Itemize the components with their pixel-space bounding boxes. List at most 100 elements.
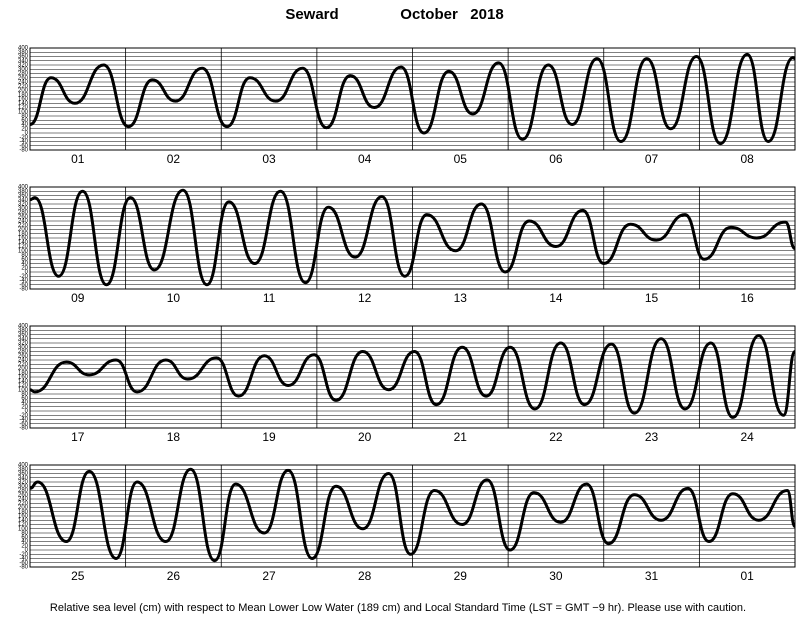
day-label: 06	[549, 152, 563, 166]
y-tick-label: -80	[19, 148, 28, 154]
day-label: 21	[454, 430, 468, 444]
y-tick-label: 220	[18, 362, 29, 368]
y-tick-label: 120	[18, 244, 29, 250]
y-tick-label: 300	[18, 484, 29, 490]
y-tick-label: 100	[18, 109, 29, 115]
day-label: 23	[645, 430, 659, 444]
day-label: 31	[645, 569, 659, 583]
plot-frame	[29, 325, 796, 429]
y-tick-label: 140	[18, 518, 29, 524]
day-label: 14	[549, 291, 563, 305]
y-tick-label: 240	[18, 219, 29, 225]
y-tick-label: 400	[18, 185, 29, 191]
y-tick-label: 140	[18, 240, 29, 246]
y-tick-label: -80	[19, 565, 28, 571]
day-label: 16	[741, 291, 755, 305]
y-tick-label: 20	[21, 265, 28, 271]
day-label: 01	[741, 569, 755, 583]
day-label: 29	[454, 569, 468, 583]
day-label: 10	[167, 291, 181, 305]
y-tick-label: 40	[21, 122, 28, 128]
day-label: 15	[645, 291, 659, 305]
y-tick-label: -80	[19, 287, 28, 293]
y-tick-label: 300	[18, 345, 29, 351]
y-tick-label: 260	[18, 492, 29, 498]
y-tick-label: 380	[18, 328, 29, 334]
y-tick-label: 120	[18, 105, 29, 111]
y-tick-label: 40	[21, 261, 28, 267]
y-tick-label: 320	[18, 202, 29, 208]
day-label: 19	[262, 430, 276, 444]
day-label: 04	[358, 152, 372, 166]
y-tick-label: 100	[18, 526, 29, 532]
y-tick-label: 100	[18, 387, 29, 393]
y-tick-label: 380	[18, 50, 29, 56]
day-label: 17	[71, 430, 85, 444]
y-tick-label: -20	[19, 274, 28, 280]
plot-frame	[29, 464, 796, 568]
y-tick-label: 200	[18, 88, 29, 94]
footer-note: Relative sea level (cm) with respect to …	[50, 602, 746, 614]
y-tick-label: 160	[18, 375, 29, 381]
y-tick-label: 20	[21, 543, 28, 549]
y-tick-label: 180	[18, 509, 29, 515]
day-label: 18	[167, 430, 181, 444]
y-tick-label: 60	[21, 535, 28, 541]
y-tick-label: 160	[18, 97, 29, 103]
y-tick-label: 360	[18, 332, 29, 338]
y-tick-label: -40	[19, 139, 28, 145]
y-tick-label: -40	[19, 417, 28, 423]
day-label: 30	[549, 569, 563, 583]
y-tick-label: 0	[25, 131, 29, 137]
day-label: 07	[645, 152, 659, 166]
y-tick-label: 340	[18, 475, 29, 481]
y-tick-label: -40	[19, 556, 28, 562]
y-tick-label: 20	[21, 126, 28, 132]
y-tick-label: 340	[18, 197, 29, 203]
tide-line	[29, 52, 796, 146]
y-tick-label: 400	[18, 46, 29, 52]
y-tick-label: 260	[18, 214, 29, 220]
y-tick-label: 280	[18, 349, 29, 355]
y-tick-label: 80	[21, 392, 28, 398]
y-tick-label: 180	[18, 92, 29, 98]
y-tick-label: -20	[19, 135, 28, 141]
day-label: 09	[71, 291, 85, 305]
y-tick-label: 340	[18, 58, 29, 64]
y-tick-label: 280	[18, 488, 29, 494]
y-tick-label: -60	[19, 143, 28, 149]
y-tick-label: 260	[18, 353, 29, 359]
day-label: 28	[358, 569, 372, 583]
y-tick-label: 0	[25, 409, 29, 415]
y-tick-label: 400	[18, 463, 29, 469]
y-tick-label: 200	[18, 366, 29, 372]
day-label: 22	[549, 430, 563, 444]
y-tick-label: 220	[18, 501, 29, 507]
plot-frame	[29, 47, 796, 151]
station-title: Seward	[285, 6, 338, 23]
y-tick-label: 220	[18, 84, 29, 90]
y-tick-label: 80	[21, 253, 28, 259]
y-tick-label: -40	[19, 278, 28, 284]
y-tick-label: 120	[18, 383, 29, 389]
y-tick-label: -20	[19, 413, 28, 419]
y-tick-label: -80	[19, 426, 28, 432]
y-tick-label: 0	[25, 548, 29, 554]
day-label: 27	[262, 569, 276, 583]
y-tick-label: 280	[18, 71, 29, 77]
y-tick-label: 360	[18, 54, 29, 60]
day-label: 02	[167, 152, 181, 166]
day-label: 03	[262, 152, 276, 166]
y-tick-label: 240	[18, 358, 29, 364]
day-label: 11	[263, 291, 276, 305]
y-tick-label: 380	[18, 189, 29, 195]
y-tick-label: 400	[18, 324, 29, 330]
day-label: 05	[454, 152, 468, 166]
y-tick-label: -60	[19, 282, 28, 288]
day-label: 08	[741, 152, 755, 166]
y-tick-label: 200	[18, 227, 29, 233]
y-tick-label: 140	[18, 379, 29, 385]
y-tick-label: 120	[18, 522, 29, 528]
y-tick-label: 180	[18, 370, 29, 376]
